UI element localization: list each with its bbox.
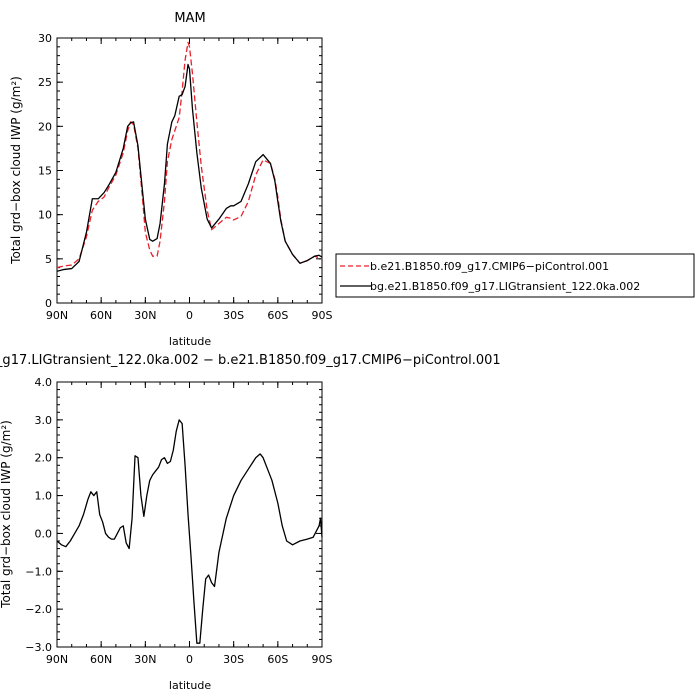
top-xtick-label: 90N [46, 309, 68, 322]
top-ytick-label: 5 [45, 253, 52, 266]
bottom-xtick-label: 0 [186, 653, 193, 666]
legend-box [335, 253, 695, 298]
bottom-title: bg.e21.B1850.f09_g17.LIGtransient_122.0k… [0, 353, 501, 368]
top-series-group [56, 41, 323, 272]
bottom-ytick-label: 1.0 [35, 490, 53, 503]
bottom-series-group [56, 419, 323, 644]
top-ytick-label: 30 [38, 32, 52, 45]
bottom-xtick-label: 90S [312, 653, 333, 666]
bottom-xtick-label: 60N [90, 653, 112, 666]
bottom-series-line-0 [56, 419, 323, 644]
bottom-ticks: 90N 60N 30N 0 30S 60S 90S −3.0 −2.0 −1.0 0.0 1.0 2.0… [25, 376, 332, 666]
bottom-panel: bg.e21.B1850.f09_g17.LIGtransient_122.0k… [0, 353, 501, 692]
top-plot-frame [56, 37, 323, 304]
top-ytick-label: 10 [38, 209, 52, 222]
top-series-line-0 [56, 41, 323, 269]
bottom-ylabel: Total grd−box cloud IWP (g/m²) [0, 420, 13, 609]
legend-label-1: b.e21.B1850.f09_g17.CMIP6−piControl.001 [370, 260, 609, 273]
bottom-xtick-label: 60S [267, 653, 288, 666]
bottom-plot-frame [56, 381, 323, 648]
legend-label-2: bg.e21.B1850.f09_g17.LIGtransient_122.0k… [370, 280, 640, 293]
top-series-line-1 [56, 63, 323, 272]
top-xtick-label: 60S [267, 309, 288, 322]
bottom-ytick-label: −2.0 [25, 603, 52, 616]
bottom-ytick-label: −1.0 [25, 565, 52, 578]
top-xtick-label: 90S [312, 309, 333, 322]
bottom-ytick-label: 0.0 [35, 527, 53, 540]
top-title: MAM [174, 11, 205, 26]
top-xtick-label: 60N [90, 309, 112, 322]
bottom-xtick-label: 30N [134, 653, 156, 666]
top-ticks: 90N 60N 30N 0 30S 60S 90S 0 5 10 15 20 25 30 [38, 32, 333, 322]
top-ytick-label: 20 [38, 120, 52, 133]
top-ytick-label: 0 [45, 297, 52, 310]
bottom-ytick-label: 3.0 [35, 414, 53, 427]
top-xtick-label: 30S [223, 309, 244, 322]
bottom-xlabel: latitude [169, 679, 211, 692]
top-xtick-label: 0 [186, 309, 193, 322]
bottom-xtick-label: 30S [223, 653, 244, 666]
bottom-ytick-label: 2.0 [35, 452, 53, 465]
top-xtick-label: 30N [134, 309, 156, 322]
bottom-xtick-label: 90N [46, 653, 68, 666]
top-panel: MAM 90N 60N 30N 0 30S 60S 90S 0 5 10 15 20 25 30 lati… [9, 11, 333, 348]
top-ylabel: Total grd−box cloud IWP (g/m²) [9, 76, 23, 265]
top-ytick-label: 25 [38, 76, 52, 89]
bottom-ytick-label: 4.0 [35, 376, 53, 389]
bottom-ytick-label: −3.0 [25, 641, 52, 654]
top-ytick-label: 15 [38, 165, 52, 178]
top-xlabel: latitude [169, 335, 211, 348]
legend: b.e21.B1850.f09_g17.CMIP6−piControl.001 … [335, 253, 695, 298]
